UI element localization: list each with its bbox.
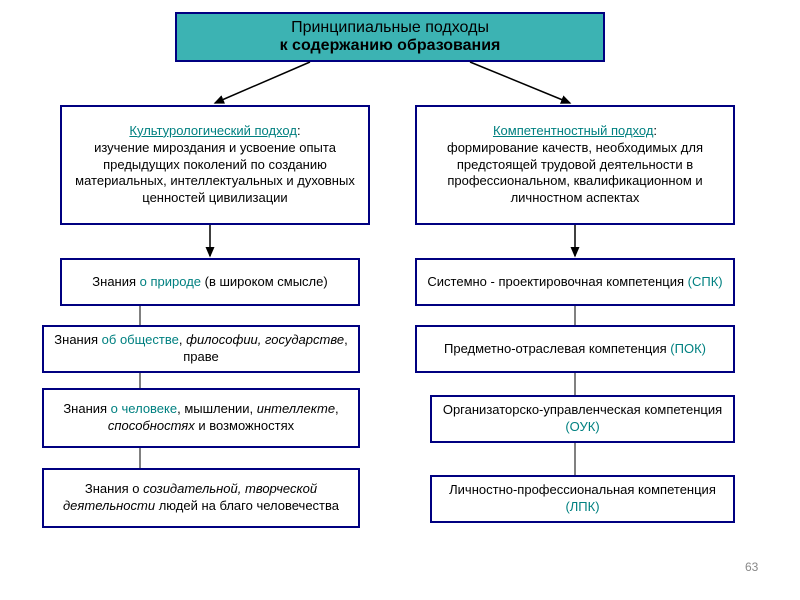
- right-item-3: Личностно-профессиональная компетенция (…: [430, 475, 735, 523]
- left-approach-body: изучение мироздания и усвоение опыта пре…: [75, 140, 355, 206]
- right-item-0: Системно - проектировочная компетенция (…: [415, 258, 735, 306]
- right-item-2: Организаторско-управленческая компетенци…: [430, 395, 735, 443]
- right-approach-title: Компетентностный подход: [493, 123, 653, 138]
- left-approach-text: Культурологический подход: изучение миро…: [70, 123, 360, 207]
- left-approach-box: Культурологический подход: изучение миро…: [60, 105, 370, 225]
- page-number: 63: [745, 560, 758, 574]
- left-item-2: Знания о человеке, мышлении, интеллекте,…: [42, 388, 360, 448]
- right-approach-box: Компетентностный подход: формирование ка…: [415, 105, 735, 225]
- left-approach-title: Культурологический подход: [129, 123, 297, 138]
- left-item-1: Знания об обществе, философии, государст…: [42, 325, 360, 373]
- left-item-0: Знания о природе (в широком смысле): [60, 258, 360, 306]
- right-item-1: Предметно-отраслевая компетенция (ПОК): [415, 325, 735, 373]
- left-item-3: Знания о созидательной, творческой деяте…: [42, 468, 360, 528]
- right-approach-body: формирование качеств, необходимых для пр…: [447, 140, 703, 206]
- right-approach-text: Компетентностный подход: формирование ка…: [425, 123, 725, 207]
